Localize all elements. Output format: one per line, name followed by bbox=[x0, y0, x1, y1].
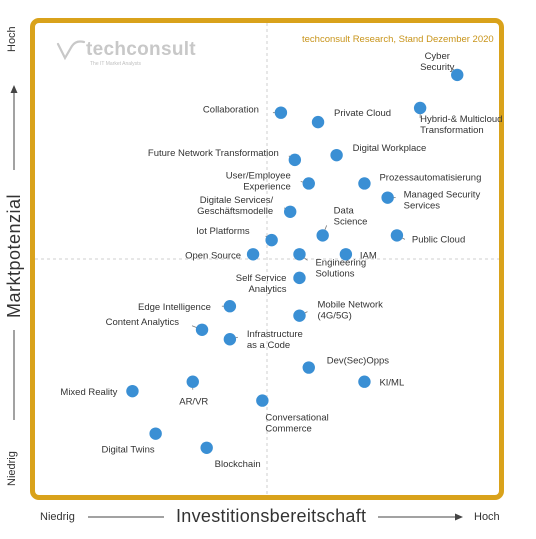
point-label-line: Transformation bbox=[420, 125, 484, 136]
point-label-blockchain: Blockchain bbox=[215, 459, 261, 470]
point-label-iot-platforms: Iot Platforms bbox=[196, 226, 250, 237]
data-point-user-employee-experience[interactable] bbox=[302, 177, 315, 190]
y-axis-high-label: Hoch bbox=[6, 26, 18, 52]
point-label-digital-workplace: Digital Workplace bbox=[353, 143, 427, 154]
point-label-line: Solutions bbox=[315, 268, 354, 279]
point-label-line: Commerce bbox=[265, 424, 311, 435]
point-label-mixed-reality: Mixed Reality bbox=[60, 387, 117, 398]
data-point-engineering-solutions[interactable] bbox=[293, 248, 306, 261]
point-label-dev-sec-opps: Dev(Sec)Opps bbox=[327, 356, 390, 367]
point-label-data-science: Data Science bbox=[334, 205, 368, 227]
point-label-line: Engineering bbox=[315, 257, 366, 268]
y-axis-title: Marktpotenzial bbox=[4, 193, 24, 318]
logo-name: techconsult bbox=[86, 39, 196, 60]
point-label-line: (4G/5G) bbox=[317, 311, 351, 322]
point-label-line: Cyber bbox=[425, 51, 450, 62]
point-label-self-service-analytics: Self Service Analytics bbox=[236, 273, 287, 295]
data-point-edge-intelligence[interactable] bbox=[223, 300, 237, 313]
x-axis-high-label: Hoch bbox=[474, 511, 500, 523]
point-label-line: Data bbox=[334, 205, 355, 216]
x-axis-low-label: Niedrig bbox=[40, 511, 75, 523]
data-point-infrastructure-as-a-code[interactable] bbox=[223, 333, 237, 346]
data-point-digital-twins[interactable] bbox=[149, 427, 162, 440]
data-point-digitale-services-gesch-ftsmodelle[interactable] bbox=[284, 205, 297, 218]
point-label-future-network-transformation: Future Network Transformation bbox=[148, 148, 279, 159]
point-label-cyber-security: Cyber Security bbox=[420, 51, 455, 73]
point-label-line: Infrastructure bbox=[247, 329, 303, 340]
point-label-open-source: Open Source bbox=[185, 250, 241, 261]
logo-tagline: The IT Market Analysts bbox=[90, 61, 142, 67]
source-note: techconsult Research, Stand Dezember 202… bbox=[302, 34, 494, 45]
data-point-managed-security-services[interactable] bbox=[381, 191, 394, 204]
data-point-mixed-reality[interactable] bbox=[126, 384, 139, 398]
point-label-line: Experience bbox=[243, 181, 291, 192]
point-label-digital-twins: Digital Twins bbox=[101, 445, 154, 456]
point-label-line: Geschäftsmodelle bbox=[197, 206, 273, 217]
point-label-line: Hybrid-& Multicloud bbox=[420, 114, 502, 125]
point-label-line: Science bbox=[334, 216, 368, 227]
data-point-iot-platforms[interactable] bbox=[265, 233, 278, 247]
data-point-content-analytics[interactable] bbox=[195, 323, 209, 336]
data-point-private-cloud[interactable] bbox=[311, 115, 325, 129]
point-label-collaboration: Collaboration bbox=[203, 105, 259, 116]
point-label-prozessautomatisierung: Prozessautomatisierung bbox=[379, 172, 481, 183]
point-label-engineering-solutions: Engineering Solutions bbox=[315, 257, 366, 279]
point-label-ar-vr: AR/VR bbox=[179, 397, 208, 408]
point-label-line: Security bbox=[420, 62, 455, 73]
point-label-line: Mobile Network bbox=[317, 300, 383, 311]
techconsult-logo: techconsult The IT Market Analysts bbox=[56, 39, 196, 67]
data-point-data-science[interactable] bbox=[316, 229, 329, 242]
data-point-self-service-analytics[interactable] bbox=[293, 271, 306, 285]
data-point-hybrid-multicloud-transformation[interactable] bbox=[413, 101, 427, 115]
point-label-ki-ml: KI/ML bbox=[379, 378, 404, 389]
y-axis-low-label: Niedrig bbox=[6, 451, 18, 486]
data-point-future-network-transformation[interactable] bbox=[288, 153, 302, 167]
data-point-open-source[interactable] bbox=[246, 248, 260, 261]
data-point-cyber-security[interactable] bbox=[451, 68, 464, 82]
data-point-digital-workplace[interactable] bbox=[330, 148, 343, 162]
point-label-hybrid-multicloud-transformation: Hybrid-& Multicloud Transformation bbox=[420, 114, 502, 136]
point-label-iam: IAM bbox=[360, 250, 377, 261]
x-axis-title: Investitionsbereitschaft bbox=[176, 506, 367, 526]
point-label-line: Conversational bbox=[265, 413, 328, 424]
data-point-ar-vr[interactable] bbox=[186, 375, 199, 388]
data-point-collaboration[interactable] bbox=[274, 106, 288, 119]
point-label-edge-intelligence: Edge Intelligence bbox=[138, 302, 211, 313]
point-label-line: Analytics bbox=[248, 284, 286, 295]
point-label-line: Services bbox=[404, 201, 441, 212]
data-point-iam[interactable] bbox=[339, 248, 353, 261]
point-label-line: Self Service bbox=[236, 273, 287, 284]
y-axis-arrowhead-icon bbox=[10, 85, 18, 93]
point-label-infrastructure-as-a-code: Infrastructure as a Code bbox=[247, 329, 303, 351]
point-label-line: Managed Security bbox=[404, 190, 481, 201]
swoosh-logo-icon bbox=[56, 40, 86, 61]
point-label-line: Digitale Services/ bbox=[200, 195, 274, 206]
data-point-prozessautomatisierung[interactable] bbox=[358, 177, 371, 190]
data-point-ki-ml[interactable] bbox=[358, 375, 371, 388]
point-label-digitale-services-gesch-ftsmodelle: Digitale Services/Geschäftsmodelle bbox=[197, 195, 273, 217]
data-point-mobile-network-4g-5g[interactable] bbox=[293, 309, 306, 322]
point-label-managed-security-services: Managed Security Services bbox=[404, 190, 481, 212]
data-point-public-cloud[interactable] bbox=[390, 229, 404, 242]
point-label-mobile-network-4g-5g: Mobile Network (4G/5G) bbox=[317, 300, 383, 322]
point-label-line: as a Code bbox=[247, 340, 290, 351]
point-label-private-cloud: Private Cloud bbox=[334, 108, 391, 119]
point-label-content-analytics: Content Analytics bbox=[106, 317, 180, 328]
point-label-user-employee-experience: User/Employee Experience bbox=[226, 170, 291, 192]
x-axis-arrowhead-icon bbox=[455, 513, 463, 521]
data-point-blockchain[interactable] bbox=[200, 441, 213, 454]
data-point-dev-sec-opps[interactable] bbox=[302, 361, 315, 374]
data-point-conversational-commerce[interactable] bbox=[256, 394, 269, 407]
point-label-line: User/Employee bbox=[226, 170, 291, 181]
point-label-conversational-commerce: Conversational Commerce bbox=[265, 413, 328, 435]
point-label-public-cloud: Public Cloud bbox=[412, 234, 465, 245]
